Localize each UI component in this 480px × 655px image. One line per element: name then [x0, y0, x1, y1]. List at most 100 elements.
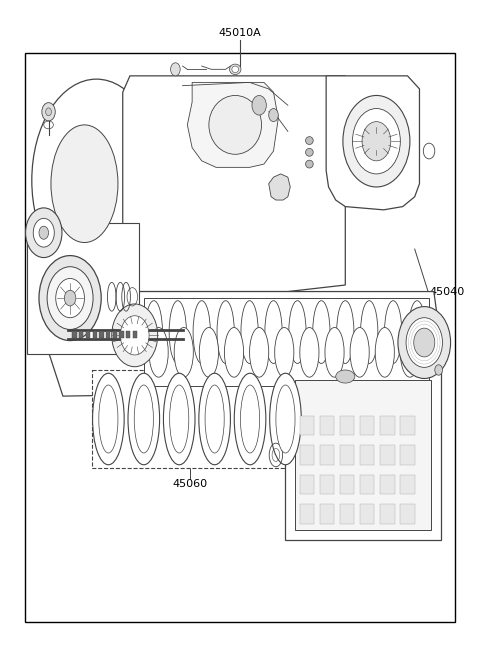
- Polygon shape: [92, 370, 307, 468]
- Bar: [360, 504, 374, 523]
- Bar: [380, 416, 395, 436]
- Bar: [106, 331, 110, 338]
- Circle shape: [398, 307, 451, 379]
- Bar: [120, 331, 124, 338]
- Bar: [400, 416, 415, 436]
- Bar: [380, 475, 395, 494]
- Bar: [79, 331, 84, 338]
- Text: 45040: 45040: [429, 286, 464, 297]
- Ellipse shape: [145, 301, 162, 364]
- Circle shape: [25, 208, 62, 257]
- Ellipse shape: [134, 385, 154, 453]
- Text: 45010A: 45010A: [218, 28, 262, 39]
- Bar: [380, 504, 395, 523]
- Ellipse shape: [306, 160, 313, 168]
- Polygon shape: [144, 298, 429, 386]
- Polygon shape: [187, 83, 278, 168]
- Ellipse shape: [360, 301, 378, 364]
- Ellipse shape: [163, 373, 195, 465]
- Ellipse shape: [300, 328, 319, 377]
- Ellipse shape: [306, 137, 313, 145]
- Ellipse shape: [336, 301, 354, 364]
- Ellipse shape: [250, 328, 269, 377]
- Ellipse shape: [99, 385, 118, 453]
- Ellipse shape: [336, 370, 355, 383]
- Ellipse shape: [149, 328, 168, 377]
- Bar: [360, 475, 374, 494]
- Bar: [320, 475, 334, 494]
- Bar: [400, 475, 415, 494]
- Circle shape: [33, 218, 54, 247]
- Bar: [360, 445, 374, 465]
- Bar: [295, 380, 432, 530]
- Ellipse shape: [313, 301, 330, 364]
- Bar: [340, 475, 354, 494]
- Circle shape: [39, 255, 101, 341]
- Ellipse shape: [51, 125, 118, 242]
- Bar: [86, 331, 90, 338]
- Ellipse shape: [128, 373, 159, 465]
- Polygon shape: [326, 76, 420, 210]
- Bar: [93, 331, 97, 338]
- Circle shape: [435, 365, 443, 375]
- Ellipse shape: [408, 301, 426, 364]
- Circle shape: [252, 96, 266, 115]
- Ellipse shape: [306, 149, 313, 157]
- Ellipse shape: [225, 328, 243, 377]
- Circle shape: [170, 63, 180, 76]
- Ellipse shape: [400, 328, 420, 377]
- Bar: [24, 53, 456, 622]
- Bar: [340, 445, 354, 465]
- Bar: [400, 504, 415, 523]
- Circle shape: [42, 103, 55, 121]
- Ellipse shape: [93, 373, 124, 465]
- Text: 45030: 45030: [67, 212, 102, 221]
- Ellipse shape: [276, 385, 295, 453]
- Ellipse shape: [384, 301, 402, 364]
- Bar: [300, 504, 314, 523]
- Ellipse shape: [241, 301, 258, 364]
- Polygon shape: [123, 76, 345, 291]
- Ellipse shape: [193, 301, 210, 364]
- Ellipse shape: [232, 66, 239, 73]
- Bar: [300, 475, 314, 494]
- Circle shape: [120, 316, 149, 355]
- Circle shape: [112, 304, 157, 367]
- Circle shape: [406, 318, 443, 367]
- Ellipse shape: [169, 385, 189, 453]
- Ellipse shape: [350, 328, 369, 377]
- Ellipse shape: [289, 301, 306, 364]
- Bar: [133, 331, 137, 338]
- Circle shape: [64, 290, 76, 306]
- Bar: [99, 331, 104, 338]
- Bar: [300, 416, 314, 436]
- Bar: [113, 331, 117, 338]
- Bar: [320, 416, 334, 436]
- Circle shape: [47, 267, 93, 329]
- Bar: [320, 504, 334, 523]
- Bar: [340, 504, 354, 523]
- Ellipse shape: [217, 301, 234, 364]
- Polygon shape: [44, 291, 441, 396]
- Circle shape: [343, 96, 410, 187]
- Bar: [72, 331, 77, 338]
- Circle shape: [46, 108, 51, 116]
- Polygon shape: [269, 174, 290, 200]
- Circle shape: [39, 226, 48, 239]
- Circle shape: [269, 109, 278, 122]
- Ellipse shape: [240, 385, 260, 453]
- Ellipse shape: [275, 328, 294, 377]
- Ellipse shape: [209, 96, 262, 155]
- Ellipse shape: [174, 328, 193, 377]
- Ellipse shape: [32, 79, 161, 282]
- Ellipse shape: [169, 301, 186, 364]
- Ellipse shape: [229, 64, 241, 75]
- Bar: [27, 223, 140, 354]
- Ellipse shape: [234, 373, 266, 465]
- Circle shape: [56, 278, 84, 318]
- Ellipse shape: [265, 301, 282, 364]
- Circle shape: [414, 328, 435, 357]
- Ellipse shape: [205, 385, 224, 453]
- Circle shape: [352, 109, 400, 174]
- Ellipse shape: [375, 328, 395, 377]
